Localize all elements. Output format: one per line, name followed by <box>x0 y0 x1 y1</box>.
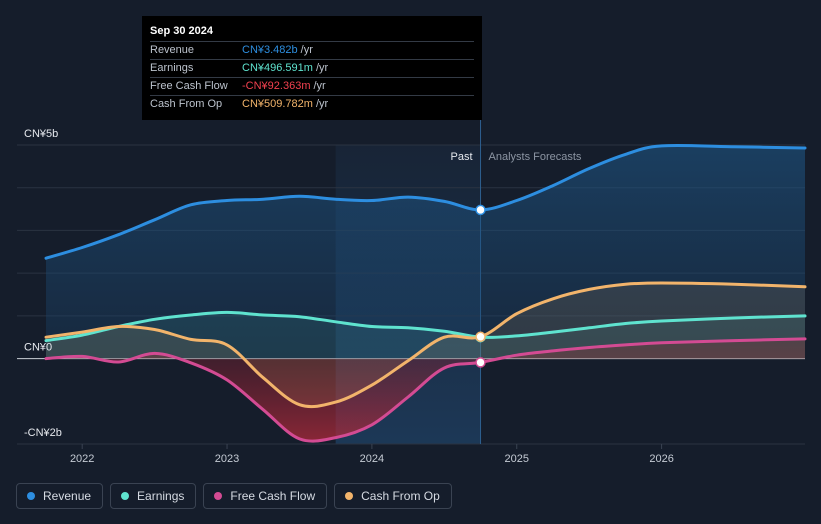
tooltip-unit: /yr <box>315 98 329 110</box>
tooltip-value: CN¥3.482b <box>242 44 298 56</box>
data-tooltip: Sep 30 2024 Revenue CN¥3.482b /yr Earnin… <box>142 16 482 120</box>
legend-item-cash-from-op[interactable]: Cash From Op <box>334 483 452 509</box>
x-tick-label: 2023 <box>215 453 239 465</box>
legend-label: Cash From Op <box>361 489 440 503</box>
tooltip-unit: /yr <box>315 62 329 74</box>
legend-label: Earnings <box>137 489 185 503</box>
y-tick-label: CN¥5b <box>24 128 58 140</box>
earnings-line <box>44 310 807 343</box>
tooltip-row-revenue: Revenue CN¥3.482b /yr <box>150 41 474 59</box>
tooltip-unit: /yr <box>313 80 326 92</box>
x-tick-label: 2024 <box>360 453 384 465</box>
legend-item-free-cash-flow[interactable]: Free Cash Flow <box>203 483 328 509</box>
tooltip-label: Earnings <box>150 62 194 74</box>
past-label: Past <box>451 151 473 163</box>
tooltip-row-free-cash-flow: Free Cash Flow -CN¥92.363m /yr <box>150 77 474 95</box>
tooltip-value: CN¥509.782m <box>242 98 313 110</box>
tooltip-unit: /yr <box>300 44 313 56</box>
legend-item-revenue[interactable]: Revenue <box>16 483 104 509</box>
chart-area: CN¥5b CN¥0 -CN¥2b 2022 2023 2024 2025 2026 Past A… <box>17 120 807 465</box>
legend-dot-icon <box>214 492 223 500</box>
tooltip-label: Cash From Op <box>150 98 223 110</box>
free-cash-flow-point <box>475 357 486 368</box>
y-tick-label: -CN¥2b <box>24 427 62 439</box>
revenue-point <box>475 204 486 216</box>
legend-dot-icon <box>345 492 354 500</box>
chart-legend: Revenue Earnings Free Cash Flow Cash Fro… <box>16 483 452 509</box>
cash-from-op-line <box>44 281 807 409</box>
cash-from-op-area <box>46 283 805 407</box>
legend-label: Revenue <box>43 489 92 503</box>
y-tick-label: CN¥0 <box>24 342 52 354</box>
free-cash-flow-area <box>46 338 805 442</box>
free-cash-flow-line <box>44 337 807 443</box>
tooltip-date: Sep 30 2024 <box>150 25 213 37</box>
tooltip-label: Revenue <box>150 44 195 56</box>
tooltip-label: Free Cash Flow <box>150 80 228 92</box>
revenue-area <box>46 145 805 359</box>
legend-label: Free Cash Flow <box>230 489 316 503</box>
tooltip-value: CN¥496.591m <box>242 62 313 74</box>
tooltip-row-earnings: Earnings CN¥496.591m /yr <box>150 59 474 77</box>
legend-item-earnings[interactable]: Earnings <box>110 483 197 509</box>
x-tick-label: 2022 <box>70 453 94 465</box>
legend-dot-icon <box>27 492 35 500</box>
forecast-label: Analysts Forecasts <box>489 151 582 163</box>
legend-dot-icon <box>121 492 130 500</box>
revenue-line <box>44 143 807 260</box>
x-tick-label: 2026 <box>649 453 673 465</box>
x-tick-label: 2025 <box>505 453 529 465</box>
cash-from-op-point <box>475 331 486 343</box>
tooltip-value: -CN¥92.363m <box>242 80 311 92</box>
tooltip-row-cash-from-op: Cash From Op CN¥509.782m /yr <box>150 95 474 113</box>
